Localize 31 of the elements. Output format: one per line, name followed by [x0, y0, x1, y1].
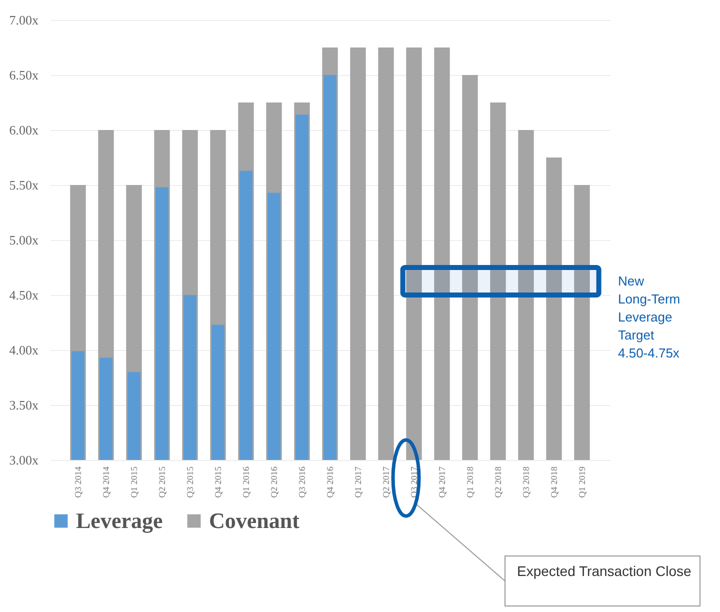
- y-tick-label: 3.00x: [9, 452, 39, 468]
- x-tick-label: Q4 2018: [549, 466, 559, 498]
- x-tick-label: Q4 2016: [325, 466, 335, 498]
- x-tick-label: Q2 2015: [157, 466, 167, 498]
- legend-label: Leverage: [76, 508, 163, 533]
- y-tick-label: 6.50x: [9, 68, 39, 82]
- x-tick-label: Q2 2016: [269, 466, 279, 498]
- y-tick-label: 3.50x: [9, 398, 39, 412]
- x-tick-label: Q1 2017: [353, 466, 363, 498]
- band-label: New Long-Term Leverage Target 4.50-4.75x: [618, 273, 680, 360]
- x-tick-label: Q2 2017: [381, 466, 391, 498]
- x-tick-label: Q3 2015: [185, 466, 195, 498]
- x-tick-label: Q4 2015: [213, 466, 223, 498]
- y-tick-label: 4.00x: [9, 342, 39, 358]
- legend-label: Covenant: [209, 508, 300, 533]
- y-tick-label: 6.00x: [9, 122, 39, 138]
- x-tick-label: Q3 2016: [297, 466, 307, 498]
- y-tick-label: 4.50x: [9, 288, 39, 302]
- x-tick-label: Q1 2016: [241, 466, 251, 498]
- x-tick-label: Q2 2018: [493, 466, 503, 498]
- x-tick-label: Q4 2014: [101, 466, 111, 498]
- x-tick-label: Q1 2019: [577, 466, 587, 498]
- x-tick-label: Q4 2017: [437, 466, 447, 498]
- y-tick-label: 7.00x: [9, 12, 39, 28]
- y-tick-label: 5.50x: [9, 178, 39, 192]
- x-tick-label: Q3 2014: [73, 466, 83, 498]
- x-tick-label: Q1 2018: [465, 466, 475, 498]
- text: Expected Transaction Close: [517, 562, 692, 581]
- x-tick-label: Q1 2015: [129, 466, 139, 498]
- y-tick-label: 5.00x: [9, 232, 39, 248]
- x-tick-label: Q3 2018: [521, 466, 531, 498]
